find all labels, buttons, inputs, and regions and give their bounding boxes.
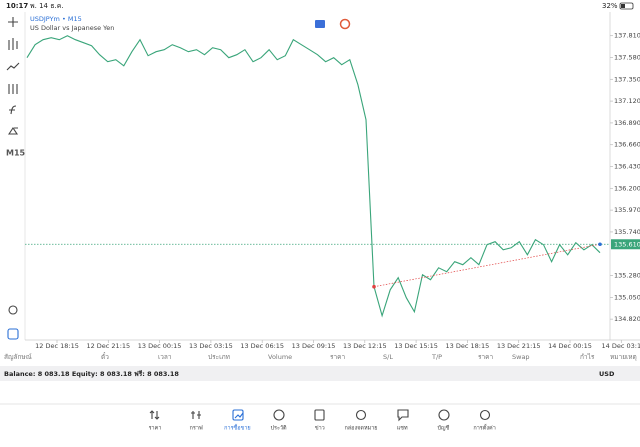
nav-icon-history[interactable]	[273, 409, 285, 421]
nav-label[interactable]: การตั้งค่า	[473, 424, 495, 432]
settings-tool[interactable]	[8, 84, 18, 94]
price-line	[26, 35, 601, 318]
nav-label[interactable]: การซื้อขาย	[224, 424, 250, 432]
battery-icon	[619, 2, 634, 10]
nav-icon-account[interactable]	[438, 409, 450, 421]
x-tick-label: 13 Dec 00:15	[138, 342, 182, 350]
y-tick-label: 135.970	[614, 206, 640, 214]
nav-label[interactable]: ประวัติ	[271, 425, 287, 432]
nav-label[interactable]: แชท	[397, 425, 408, 432]
nav-label[interactable]: กล่องจดหมาย	[344, 426, 377, 432]
y-tick-label: 137.350	[614, 75, 640, 83]
x-tick-label: 13 Dec 09:15	[292, 342, 336, 350]
x-tick-label: 13 Dec 15:15	[394, 342, 438, 350]
current-price-label: 135.610	[614, 240, 640, 248]
x-tick-label: 13 Dec 06:15	[240, 342, 284, 350]
chart-type-tool[interactable]	[6, 62, 20, 71]
chart-description: US Dollar vs Japanese Yen	[30, 24, 114, 32]
objects-tool[interactable]	[7, 127, 19, 135]
column-header[interactable]: ประเภท	[208, 353, 230, 361]
nav-icons	[149, 409, 491, 422]
nav-label[interactable]: ข่าว	[315, 426, 325, 432]
last-price-dot	[598, 242, 602, 247]
column-header[interactable]: ราคา	[330, 353, 345, 361]
column-header[interactable]: ตั๋ว	[101, 352, 109, 361]
toolbar	[6, 17, 20, 340]
indicators-tool[interactable]	[8, 38, 18, 50]
status-battery: 32%	[602, 2, 618, 10]
column-header[interactable]: S/L	[383, 353, 393, 361]
y-tick-label: 136.200	[614, 184, 640, 192]
x-tick-label: 14 Dec 03:1	[602, 342, 640, 350]
nav-icon-trade-line[interactable]	[234, 412, 244, 419]
current-price-tag	[611, 239, 640, 250]
column-header[interactable]: เวลา	[158, 353, 172, 361]
nav-icon-chart[interactable]	[191, 411, 201, 419]
y-tick-label: 135.050	[614, 293, 640, 301]
nav-icon-settings[interactable]	[479, 409, 491, 421]
balance-text: Balance: 8 083.18 Equity: 8 083.18 ฟรี: …	[4, 370, 179, 378]
status-date: พ. 14 ธ.ค.	[30, 2, 64, 10]
x-tick-label: 13 Dec 18:15	[446, 342, 490, 350]
trade-tool[interactable]	[7, 328, 19, 340]
y-tick-label: 137.580	[614, 54, 640, 62]
y-tick-label: 137.120	[614, 97, 640, 105]
x-tick-label: 13 Dec 21:15	[497, 342, 541, 350]
balance-currency: USD	[599, 370, 615, 378]
column-header[interactable]: ราคา	[478, 353, 493, 361]
nav-icon-news[interactable]	[314, 409, 325, 421]
battery-level	[621, 4, 625, 8]
y-tick-label: 134.820	[614, 315, 640, 323]
function-tool[interactable]	[9, 105, 17, 115]
trend-anchor[interactable]	[372, 284, 376, 289]
zoom-tool[interactable]	[8, 305, 18, 315]
x-tick-label: 14 Dec 00:15	[548, 342, 592, 350]
nav-icon-chat[interactable]	[397, 409, 409, 422]
x-tick-label: 13 Dec 03:15	[189, 342, 233, 350]
y-tick-label: 135.280	[614, 272, 640, 280]
y-tick-label: 136.660	[614, 141, 640, 149]
trade-button[interactable]	[315, 20, 325, 28]
nav-label[interactable]: กราฟ	[190, 425, 203, 432]
column-header[interactable]: สัญลักษณ์	[4, 353, 32, 361]
y-tick-label: 136.890	[614, 119, 640, 127]
x-tick-label: 12 Dec 18:15	[35, 342, 79, 350]
column-header[interactable]: Swap	[512, 353, 530, 361]
timeframe[interactable]: M15	[6, 149, 26, 158]
one-click-button[interactable]	[339, 18, 351, 30]
column-header[interactable]: หมายเหตุ	[610, 353, 637, 361]
y-tick-label: 135.740	[614, 228, 640, 236]
nav-label[interactable]: บัญชี	[437, 425, 449, 432]
trend-line[interactable]	[373, 243, 601, 288]
nav-icon-trade[interactable]	[232, 409, 244, 421]
balance-row	[0, 366, 640, 381]
column-header[interactable]: กำไร	[580, 353, 595, 361]
y-tick-label: 136.430	[614, 163, 640, 171]
column-header[interactable]: T/P	[431, 353, 442, 361]
x-tick-label: 13 Dec 12:15	[343, 342, 387, 350]
crosshair-tool[interactable]	[8, 17, 18, 27]
y-tick-label: 137.810	[614, 32, 640, 40]
x-tick-label: 12 Dec 21:15	[86, 342, 130, 350]
nav-label[interactable]: ราคา	[149, 426, 162, 432]
status-time: 10:17	[6, 2, 28, 10]
chart-symbol: USDJPYm • M15	[30, 15, 82, 23]
column-header[interactable]: Volume	[268, 353, 292, 361]
nav-icon-quotes[interactable]	[149, 410, 160, 420]
nav-icon-mail[interactable]	[355, 409, 367, 421]
